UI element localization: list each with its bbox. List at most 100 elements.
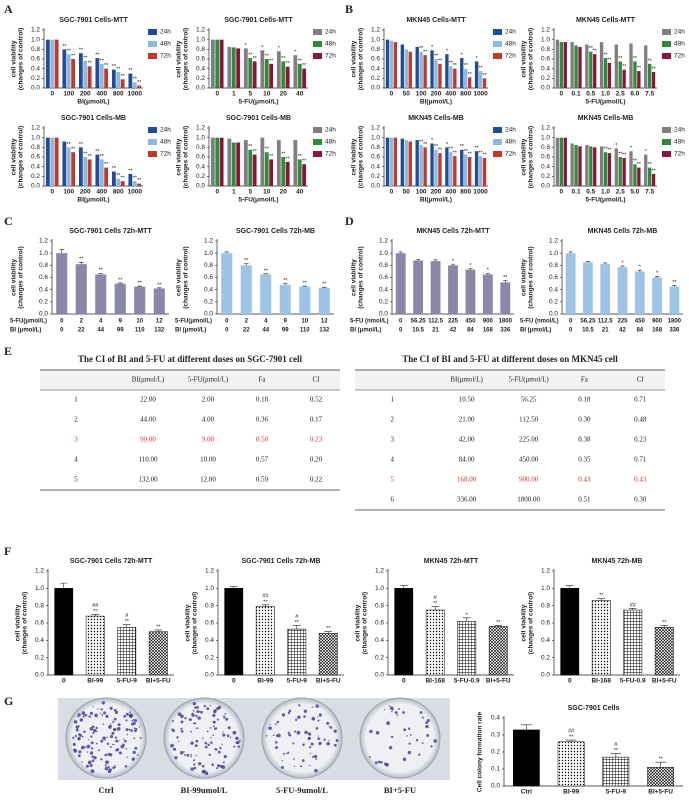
x-tick-label: 50 xyxy=(403,189,411,196)
colony xyxy=(390,706,394,710)
colony xyxy=(204,745,208,749)
significance: ** xyxy=(79,142,84,148)
table-cell: 1800.00 xyxy=(517,496,540,504)
colony xyxy=(190,741,194,745)
colony xyxy=(426,718,430,723)
colony xyxy=(298,704,301,707)
colony xyxy=(265,734,268,737)
colony xyxy=(384,708,386,711)
colony xyxy=(326,741,330,746)
x-tick-label: 168 xyxy=(483,328,494,334)
dish xyxy=(261,697,343,779)
bar xyxy=(393,42,398,88)
colony xyxy=(134,729,137,733)
table-header: 5-FU(μmol/L) xyxy=(188,376,229,384)
bar xyxy=(231,142,236,186)
y-tick-label: 1.0 xyxy=(541,36,550,43)
bar xyxy=(231,47,236,88)
y-axis-label: cell viability xyxy=(15,604,22,641)
significance: * xyxy=(452,259,455,265)
x-tick-label: 400 xyxy=(445,91,456,98)
legend-swatch xyxy=(313,53,322,59)
colony xyxy=(216,767,219,770)
panel-letter: B xyxy=(345,2,353,16)
x-row-label: BI (μmol/L) xyxy=(10,328,41,334)
significance: ** xyxy=(67,142,72,148)
colony xyxy=(368,756,371,759)
bar xyxy=(128,173,133,186)
significance: ** xyxy=(67,49,72,55)
significance: ** xyxy=(569,735,574,741)
bar xyxy=(404,140,408,186)
colony xyxy=(215,748,218,751)
bar xyxy=(248,58,253,88)
significance: # xyxy=(614,742,618,748)
colony xyxy=(226,734,230,738)
colony xyxy=(134,746,138,750)
y-tick-label: 0.8 xyxy=(371,144,380,151)
colony xyxy=(180,720,184,724)
colony xyxy=(104,766,109,771)
bar xyxy=(644,45,648,88)
error-bar xyxy=(91,614,100,617)
colony xyxy=(196,710,200,714)
colony xyxy=(193,766,197,770)
x-tick-label: BI+5-FU xyxy=(648,789,673,796)
y-tick-label: 0.8 xyxy=(205,602,214,609)
colony xyxy=(104,739,106,741)
colony xyxy=(125,728,129,732)
bar xyxy=(221,253,233,314)
chart-title: SGC-7901 Cells 72h-MTT xyxy=(69,228,152,235)
colony xyxy=(229,736,232,739)
bar xyxy=(134,286,146,314)
colony xyxy=(192,701,197,706)
colony xyxy=(77,737,81,741)
colony xyxy=(405,735,408,737)
colony xyxy=(180,716,183,719)
bar xyxy=(243,48,248,88)
colony xyxy=(177,740,180,743)
colony xyxy=(74,734,78,738)
significance: * xyxy=(446,49,449,55)
colony xyxy=(223,715,225,717)
y-tick-label: 0.0 xyxy=(39,311,48,318)
colony xyxy=(112,720,115,723)
error-bar xyxy=(282,283,288,285)
y-tick-label: 1.2 xyxy=(196,125,205,132)
x-tick-label: 0 xyxy=(60,319,64,325)
colony xyxy=(123,714,127,718)
colony xyxy=(315,704,319,708)
y-tick-label: 0.4 xyxy=(371,163,380,170)
colony xyxy=(423,717,425,719)
significance: ** xyxy=(62,44,67,50)
table-cell: 0.59 xyxy=(256,476,269,484)
legend-label: 24h xyxy=(674,29,685,36)
bar xyxy=(654,627,674,676)
bar xyxy=(56,253,68,314)
y-tick-label: 0.6 xyxy=(31,154,40,161)
error-bar xyxy=(416,258,421,261)
colony xyxy=(225,717,229,721)
colony xyxy=(212,720,216,724)
x-tick-label: BI-99 xyxy=(257,678,273,685)
significance: * xyxy=(487,268,490,274)
table-cell: 9.00 xyxy=(202,436,215,444)
bar xyxy=(281,61,286,88)
legend-label: 48h xyxy=(505,139,516,146)
colony xyxy=(129,711,132,714)
bar xyxy=(460,58,464,88)
y-tick-label: 1.2 xyxy=(204,238,213,245)
bar xyxy=(623,609,643,676)
x-tick-label: 44 xyxy=(97,328,104,334)
y-tick-label: 0.2 xyxy=(371,75,380,82)
bar xyxy=(593,147,597,186)
colony xyxy=(188,718,192,722)
colony xyxy=(407,750,412,755)
legend-swatch xyxy=(493,127,502,133)
legend-swatch xyxy=(313,127,322,133)
bar xyxy=(264,59,269,88)
x-row-label: 5-FU (nmol/L) xyxy=(350,319,389,325)
colony xyxy=(430,745,433,748)
x-tick-label: 84 xyxy=(467,328,474,334)
colony xyxy=(314,768,318,773)
